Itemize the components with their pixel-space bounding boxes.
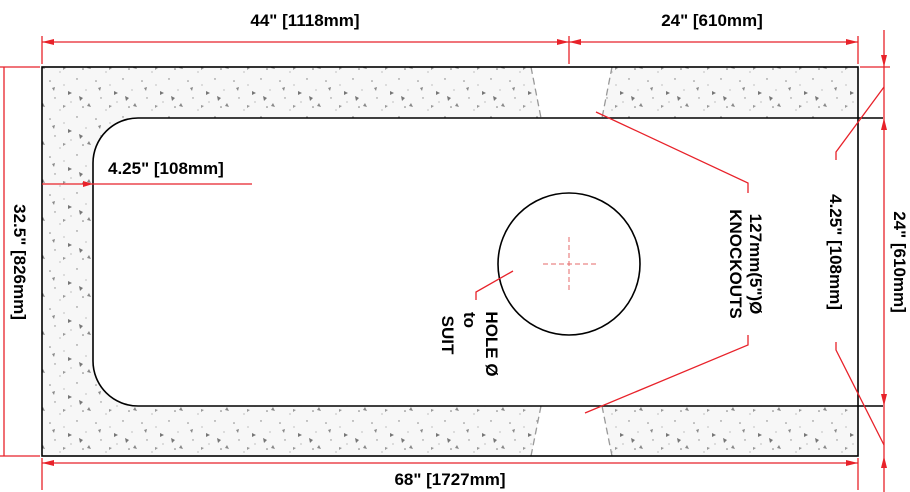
knockout-edge-top-right: [601, 66, 613, 119]
knockouts-label-line1: 127mm(5")Ø: [746, 214, 765, 315]
hole-label-line2: to: [460, 312, 479, 328]
knockouts-label-line2: KNOCKOUTS: [726, 209, 745, 319]
dim-bottom-label: 68" [1727mm]: [394, 470, 505, 489]
hole-label-line3: SUIT: [438, 316, 457, 355]
dim-inner-right-leader-top: [835, 86, 885, 160]
dim-top-arrow-b: [557, 39, 569, 45]
concrete-surround: [42, 67, 858, 456]
knockout-gap-top: [531, 67, 612, 118]
dim-right-arrow-b: [881, 118, 887, 130]
knockout-edge-bottom-left: [530, 405, 542, 457]
dim-top-left-label: 44" [1118mm]: [250, 11, 359, 30]
hole-label-line1: HOLE Ø: [482, 311, 501, 376]
knockout-edge-bottom-right: [601, 405, 613, 457]
dim-bottom-arrow-b: [846, 460, 858, 466]
dim-left-label: 32.5" [826mm]: [10, 204, 29, 320]
knockouts-leader-bottom: [584, 335, 749, 414]
dim-top-right-label: 24" [610mm]: [661, 11, 763, 30]
dim-right-arrow-c: [881, 394, 887, 406]
dim-inner-right-label: 4.25" [108mm]: [826, 194, 845, 310]
knockout-edge-top-left: [530, 66, 542, 119]
slab-outline: [41, 66, 859, 457]
dim-top-arrow-d: [846, 39, 858, 45]
dim-top-arrow-c: [569, 39, 581, 45]
hole-leader: [475, 270, 514, 300]
dim-right-partial-label: 24" [610mm]: [890, 211, 909, 313]
dim-inner-left-label: 4.25" [108mm]: [108, 159, 224, 178]
dim-inner-left-arrow: [83, 181, 93, 187]
knockouts-leader-top: [595, 111, 749, 193]
dim-right-arrow-d: [881, 456, 887, 468]
dim-top-arrow-a: [42, 39, 54, 45]
knockout-gap-bottom: [531, 406, 612, 456]
dim-right-arrow-a: [881, 55, 887, 67]
dim-bottom-arrow-a: [42, 460, 54, 466]
hole-circle: [497, 192, 641, 336]
inner-channel-outline: [92, 117, 883, 407]
dim-inner-right-leader-bottom: [835, 342, 885, 446]
